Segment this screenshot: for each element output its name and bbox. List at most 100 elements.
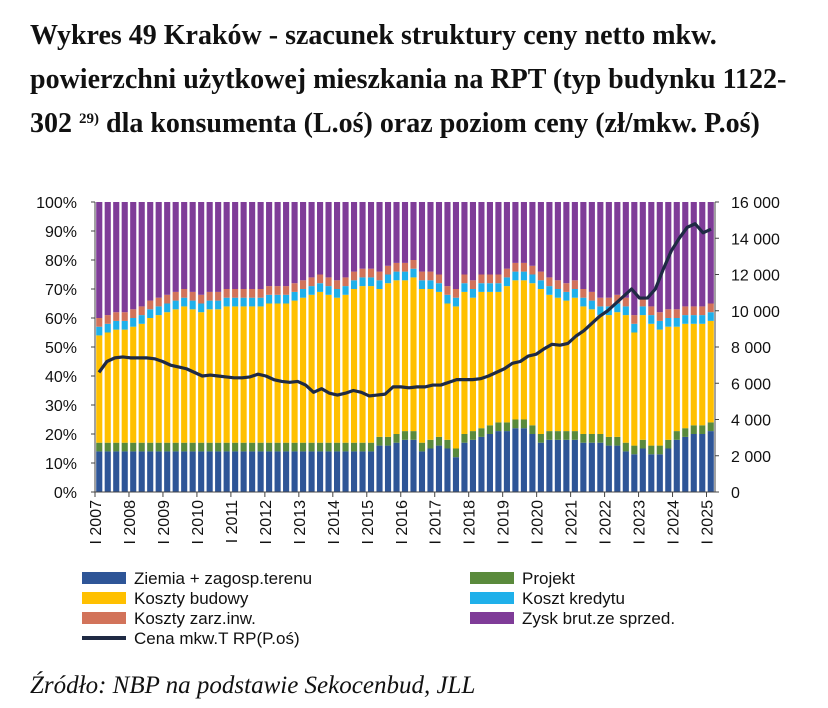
bar-segment-s2-q68 xyxy=(673,326,680,432)
bar-segment-s0-q53 xyxy=(546,439,553,492)
bar-segment-s3-q38 xyxy=(418,280,426,289)
bar-segment-s4-q69 xyxy=(682,306,689,316)
bar-segment-s2-q21 xyxy=(274,303,281,443)
bar-segment-s1-q42 xyxy=(452,448,460,458)
bar-segment-profit-q63 xyxy=(631,202,638,316)
bar-segment-s2-q34 xyxy=(384,283,392,437)
bar-segment-s4-q60 xyxy=(605,297,612,307)
bar-segment-s0-q64 xyxy=(639,448,646,492)
bar-segment-profit-q30 xyxy=(350,202,358,272)
bar-segment-s0-q43 xyxy=(461,442,468,492)
bar-segment-s4-q65 xyxy=(648,306,655,316)
bar-segment-s4-q33 xyxy=(376,271,383,281)
bar-segment-s2-q37 xyxy=(410,277,417,432)
bar-segment-s4-q57 xyxy=(580,289,587,298)
bar-segment-s4-q32 xyxy=(367,268,375,278)
bar-segment-profit-q52 xyxy=(537,202,544,272)
bar-segment-s2-q54 xyxy=(554,297,561,432)
bar-segment-profit-q40 xyxy=(435,202,443,275)
bar-segment-profit-q37 xyxy=(410,202,417,260)
bar-segment-s2-q36 xyxy=(401,280,409,432)
bar-segment-s3-q14 xyxy=(215,300,222,310)
bar-segment-profit-q45 xyxy=(478,202,485,275)
left-tick-label: 90% xyxy=(45,224,77,241)
bar-segment-s4-q12 xyxy=(198,294,205,304)
bar-segment-s0-q63 xyxy=(631,454,638,492)
bar-segment-s0-q67 xyxy=(665,448,672,492)
bar-segment-s3-q35 xyxy=(393,271,400,281)
right-tick-label: 10 000 xyxy=(731,304,780,321)
bar-segment-profit-q39 xyxy=(427,202,434,272)
right-tick-label: 4 000 xyxy=(731,413,771,430)
bar-segment-s2-q50 xyxy=(520,280,527,420)
bar-segment-s2-q10 xyxy=(181,306,188,443)
bar-segment-profit-q13 xyxy=(206,202,213,292)
right-tick-label: 6 000 xyxy=(731,376,771,393)
bar-segment-s1-q18 xyxy=(249,442,256,452)
bar-segment-s1-q22 xyxy=(283,442,290,452)
bar-segment-s0-q16 xyxy=(232,451,239,492)
bar-segment-s4-q30 xyxy=(350,271,358,281)
bar-segment-s0-q33 xyxy=(376,445,383,492)
right-tick-label: 8 000 xyxy=(731,340,771,357)
bar-segment-s2-q35 xyxy=(393,280,400,434)
bar-segment-s1-q8 xyxy=(164,442,171,452)
left-tick-label: 80% xyxy=(45,253,77,270)
bar-segment-profit-q60 xyxy=(605,202,612,298)
bar-segment-s4-q43 xyxy=(461,274,468,284)
bar-segment-s1-q57 xyxy=(580,434,587,443)
bar-segment-s4-q27 xyxy=(325,277,332,287)
bar-segment-s0-q2 xyxy=(113,451,120,492)
bar-segment-profit-q72 xyxy=(707,202,714,304)
bar-segment-s0-q29 xyxy=(342,451,349,492)
bar-segment-s1-q21 xyxy=(274,442,281,452)
bar-segment-s1-q26 xyxy=(317,442,324,452)
bar-segment-s4-q25 xyxy=(308,277,315,287)
bar-segment-s4-q31 xyxy=(359,268,366,278)
bar-segment-profit-q36 xyxy=(401,202,409,263)
bar-segment-s0-q72 xyxy=(707,431,714,492)
bar-segment-profit-q43 xyxy=(461,202,468,275)
bar-segment-s4-q5 xyxy=(138,306,145,316)
bar-segment-s0-q36 xyxy=(401,439,409,492)
bar-segment-s4-q61 xyxy=(614,294,621,304)
bar-segment-profit-q69 xyxy=(682,202,689,307)
bar-segment-profit-q32 xyxy=(367,202,375,269)
bar-segment-s0-q3 xyxy=(121,451,128,492)
bar-segment-s4-q56 xyxy=(571,280,578,289)
bar-segment-s0-q6 xyxy=(147,451,154,492)
bar-segment-profit-q48 xyxy=(503,202,510,269)
bar-segment-s3-q37 xyxy=(410,268,417,278)
bar-segment-s1-q15 xyxy=(223,442,230,452)
bar-segment-s2-q11 xyxy=(189,309,196,443)
bar-segment-s4-q67 xyxy=(665,309,672,318)
bar-segment-s1-q1 xyxy=(104,442,111,452)
price-line xyxy=(97,222,712,398)
bar-segment-s3-q58 xyxy=(588,300,595,310)
bar-segment-profit-q46 xyxy=(486,202,493,275)
bar-segment-s0-q38 xyxy=(418,451,426,492)
bar-segment-s1-q35 xyxy=(393,434,400,443)
bar-segment-s1-q36 xyxy=(401,431,409,440)
bar-segment-profit-q47 xyxy=(495,202,502,275)
bar-segment-s3-q21 xyxy=(274,294,281,304)
bar-segment-s2-q70 xyxy=(690,323,697,426)
bar-segment-s2-q42 xyxy=(452,306,460,449)
right-tick-label: 12 000 xyxy=(731,268,780,285)
bar-segment-s0-q34 xyxy=(384,445,392,492)
bar-segment-s3-q26 xyxy=(317,283,324,292)
bar-segment-s3-q65 xyxy=(648,315,655,324)
bar-segment-s2-q27 xyxy=(325,294,332,443)
bar-segment-s2-q1 xyxy=(104,332,111,443)
bar-segment-s0-q57 xyxy=(580,442,587,492)
bar-segment-s3-q11 xyxy=(189,300,196,310)
bar-segment-s1-q17 xyxy=(240,442,247,452)
bar-segment-s3-q49 xyxy=(512,271,519,281)
bar-segment-s1-q2 xyxy=(113,442,120,452)
bar-segment-s0-q70 xyxy=(690,434,697,492)
bar-segment-s3-q56 xyxy=(571,289,578,298)
bar-segment-s1-q30 xyxy=(350,442,358,452)
bar-segment-profit-q14 xyxy=(215,202,222,292)
bar-segment-s2-q60 xyxy=(605,315,612,437)
bar-segment-profit-q54 xyxy=(554,202,561,281)
